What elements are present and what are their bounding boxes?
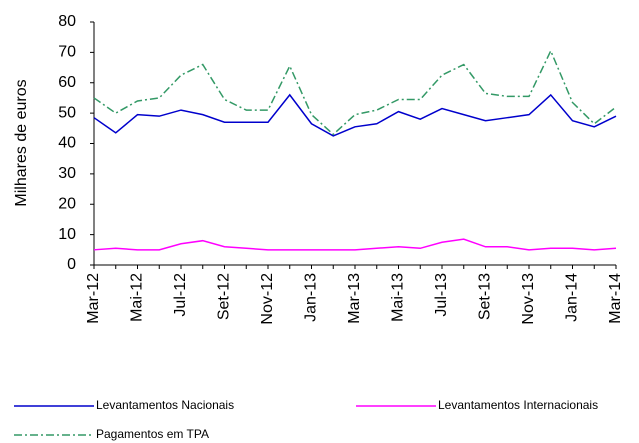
y-tick-label: 20 (58, 195, 76, 212)
legend-label: Levantamentos Internacionais (438, 398, 598, 412)
x-tick-label: Mar-13 (346, 273, 363, 324)
y-tick-label: 80 (58, 13, 76, 30)
y-tick-label: 0 (67, 256, 76, 273)
legend-label: Pagamentos em TPA (96, 427, 209, 441)
x-tick-label: Jan-13 (303, 273, 320, 322)
x-tick-label: Jan-14 (564, 273, 581, 322)
x-tick-label: Mai-12 (129, 273, 146, 322)
y-tick-label: 50 (58, 104, 76, 121)
x-tick-label: Mar-14 (607, 273, 624, 324)
x-tick-label: Set-13 (477, 273, 494, 320)
y-tick-label: 40 (58, 135, 76, 152)
series-line (93, 49, 617, 136)
y-axis-label: Milhares de euros (13, 79, 30, 206)
x-tick-label: Set-12 (216, 273, 233, 320)
x-tick-label: Jul-13 (433, 273, 450, 317)
x-tick-label: Nov-13 (520, 273, 537, 325)
x-tick-label: Jul-12 (172, 273, 189, 317)
y-tick-label: 30 (58, 165, 76, 182)
y-tick-label: 10 (58, 226, 76, 243)
x-tick-label: Mar-12 (85, 273, 102, 324)
y-tick-label: 70 (58, 44, 76, 61)
legend-label: Levantamentos Nacionais (96, 398, 234, 412)
x-tick-label: Mai-13 (390, 273, 407, 322)
x-tick-label: Nov-12 (259, 273, 276, 325)
series-line (93, 238, 617, 251)
y-tick-label: 60 (58, 74, 76, 91)
series-line (93, 93, 617, 137)
